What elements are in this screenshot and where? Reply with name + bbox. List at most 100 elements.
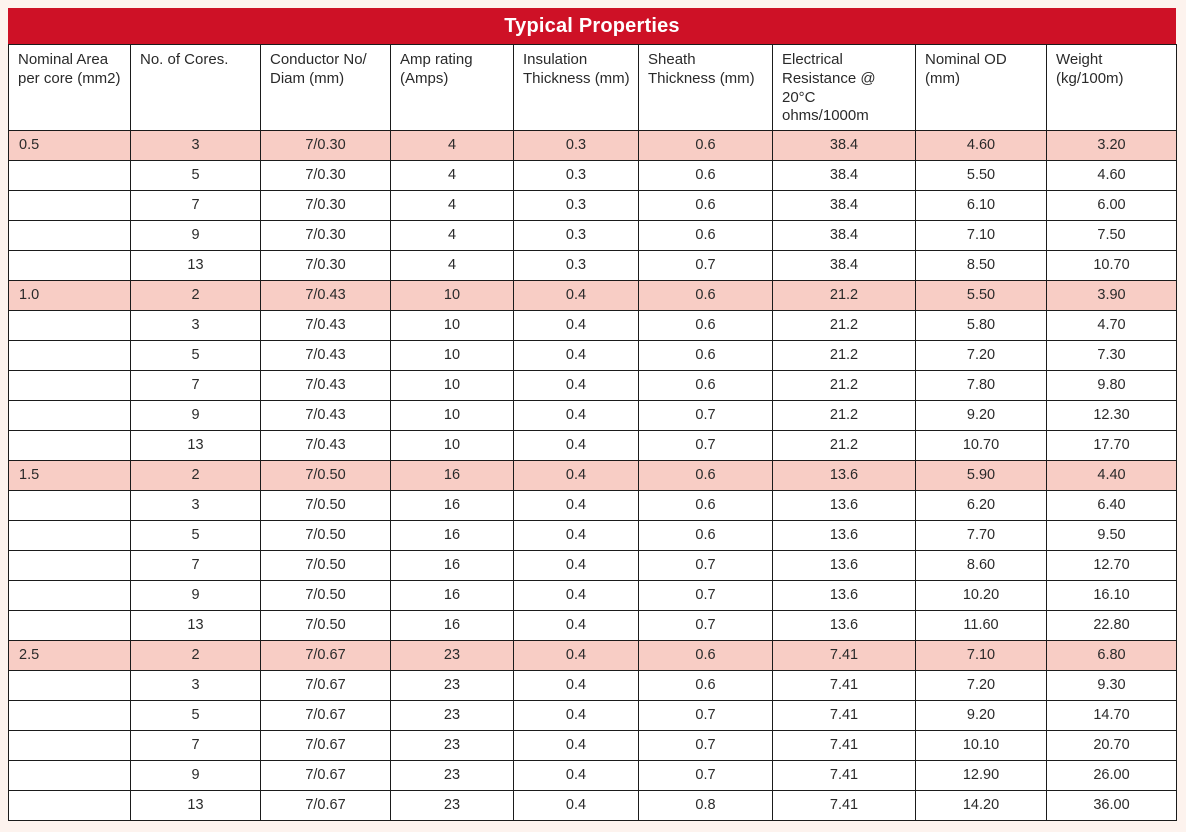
cell-amp: 16 [390,460,514,491]
cell-weight: 6.80 [1046,640,1177,671]
cell-cores: 3 [130,130,261,161]
cell-insulation: 0.4 [513,370,639,401]
cell-amp: 4 [390,250,514,281]
cell-area [8,340,131,371]
cell-conductor: 7/0.30 [260,250,391,281]
cell-resistance: 13.6 [772,490,916,521]
cell-cores: 7 [130,550,261,581]
cell-cores: 9 [130,400,261,431]
cell-conductor: 7/0.43 [260,370,391,401]
cell-sheath: 0.6 [638,670,773,701]
cell-weight: 36.00 [1046,790,1177,821]
cell-amp: 4 [390,130,514,161]
cell-insulation: 0.4 [513,400,639,431]
cell-sheath: 0.7 [638,700,773,731]
column-header-electrical-resistance: Electrical Resistance @ 20°C ohms/1000m [772,44,916,131]
table-row: 13 7/0.30 4 0.3 0.7 38.4 8.50 10.70 [8,250,1177,281]
cell-resistance: 21.2 [772,340,916,371]
cell-od: 5.80 [915,310,1047,341]
cell-cores: 3 [130,310,261,341]
cell-area: 0.5 [8,130,131,161]
cell-conductor: 7/0.67 [260,730,391,761]
cell-resistance: 21.2 [772,430,916,461]
cell-od: 7.20 [915,670,1047,701]
cell-insulation: 0.4 [513,610,639,641]
column-header-no-of-cores: No. of Cores. [130,44,261,131]
cell-sheath: 0.7 [638,610,773,641]
cell-conductor: 7/0.67 [260,640,391,671]
cell-sheath: 0.8 [638,790,773,821]
column-header-nominal-od: Nominal OD (mm) [915,44,1047,131]
table-row: 2.5 2 7/0.67 23 0.4 0.6 7.41 7.10 6.80 [8,640,1177,671]
cell-amp: 23 [390,670,514,701]
cell-insulation: 0.4 [513,700,639,731]
cell-conductor: 7/0.50 [260,490,391,521]
cell-resistance: 7.41 [772,760,916,791]
table-row: 9 7/0.43 10 0.4 0.7 21.2 9.20 12.30 [8,400,1177,431]
cell-conductor: 7/0.30 [260,130,391,161]
cell-amp: 16 [390,610,514,641]
cell-amp: 10 [390,430,514,461]
cell-sheath: 0.6 [638,190,773,221]
cell-resistance: 38.4 [772,250,916,281]
cell-insulation: 0.4 [513,670,639,701]
cell-insulation: 0.4 [513,340,639,371]
cell-weight: 4.70 [1046,310,1177,341]
cell-insulation: 0.3 [513,160,639,191]
cell-insulation: 0.3 [513,250,639,281]
cell-amp: 23 [390,700,514,731]
cell-conductor: 7/0.67 [260,670,391,701]
cell-weight: 9.30 [1046,670,1177,701]
cell-sheath: 0.7 [638,760,773,791]
cell-amp: 16 [390,520,514,551]
cell-insulation: 0.4 [513,430,639,461]
cell-resistance: 13.6 [772,550,916,581]
cell-amp: 16 [390,580,514,611]
cell-conductor: 7/0.43 [260,340,391,371]
cell-resistance: 7.41 [772,700,916,731]
cell-resistance: 38.4 [772,130,916,161]
cell-resistance: 13.6 [772,460,916,491]
cell-sheath: 0.6 [638,340,773,371]
cell-cores: 13 [130,610,261,641]
cell-area [8,700,131,731]
cell-weight: 6.40 [1046,490,1177,521]
cell-od: 7.70 [915,520,1047,551]
cell-od: 5.50 [915,160,1047,191]
cell-sheath: 0.7 [638,430,773,461]
cell-area [8,520,131,551]
column-header-insulation-thickness: Insulation Thickness (mm) [513,44,639,131]
cell-weight: 26.00 [1046,760,1177,791]
cell-cores: 3 [130,490,261,521]
cell-resistance: 38.4 [772,190,916,221]
cell-conductor: 7/0.67 [260,790,391,821]
cell-od: 11.60 [915,610,1047,641]
cell-sheath: 0.6 [638,130,773,161]
cell-weight: 14.70 [1046,700,1177,731]
cell-insulation: 0.4 [513,790,639,821]
cell-od: 9.20 [915,700,1047,731]
cell-area [8,400,131,431]
cell-weight: 10.70 [1046,250,1177,281]
cell-conductor: 7/0.50 [260,520,391,551]
cell-cores: 13 [130,790,261,821]
cell-amp: 23 [390,730,514,761]
cell-conductor: 7/0.67 [260,760,391,791]
cell-cores: 2 [130,280,261,311]
cell-weight: 12.70 [1046,550,1177,581]
cell-cores: 5 [130,340,261,371]
cell-area [8,580,131,611]
cell-od: 6.10 [915,190,1047,221]
table-row: 5 7/0.43 10 0.4 0.6 21.2 7.20 7.30 [8,340,1177,371]
table-row: 13 7/0.43 10 0.4 0.7 21.2 10.70 17.70 [8,430,1177,461]
cell-weight: 17.70 [1046,430,1177,461]
cell-insulation: 0.4 [513,490,639,521]
cell-resistance: 13.6 [772,580,916,611]
cell-od: 5.90 [915,460,1047,491]
cell-od: 12.90 [915,760,1047,791]
cell-sheath: 0.7 [638,550,773,581]
table-header-row: Nominal Area per core (mm2) No. of Cores… [8,44,1177,131]
cell-od: 8.60 [915,550,1047,581]
cell-insulation: 0.4 [513,280,639,311]
